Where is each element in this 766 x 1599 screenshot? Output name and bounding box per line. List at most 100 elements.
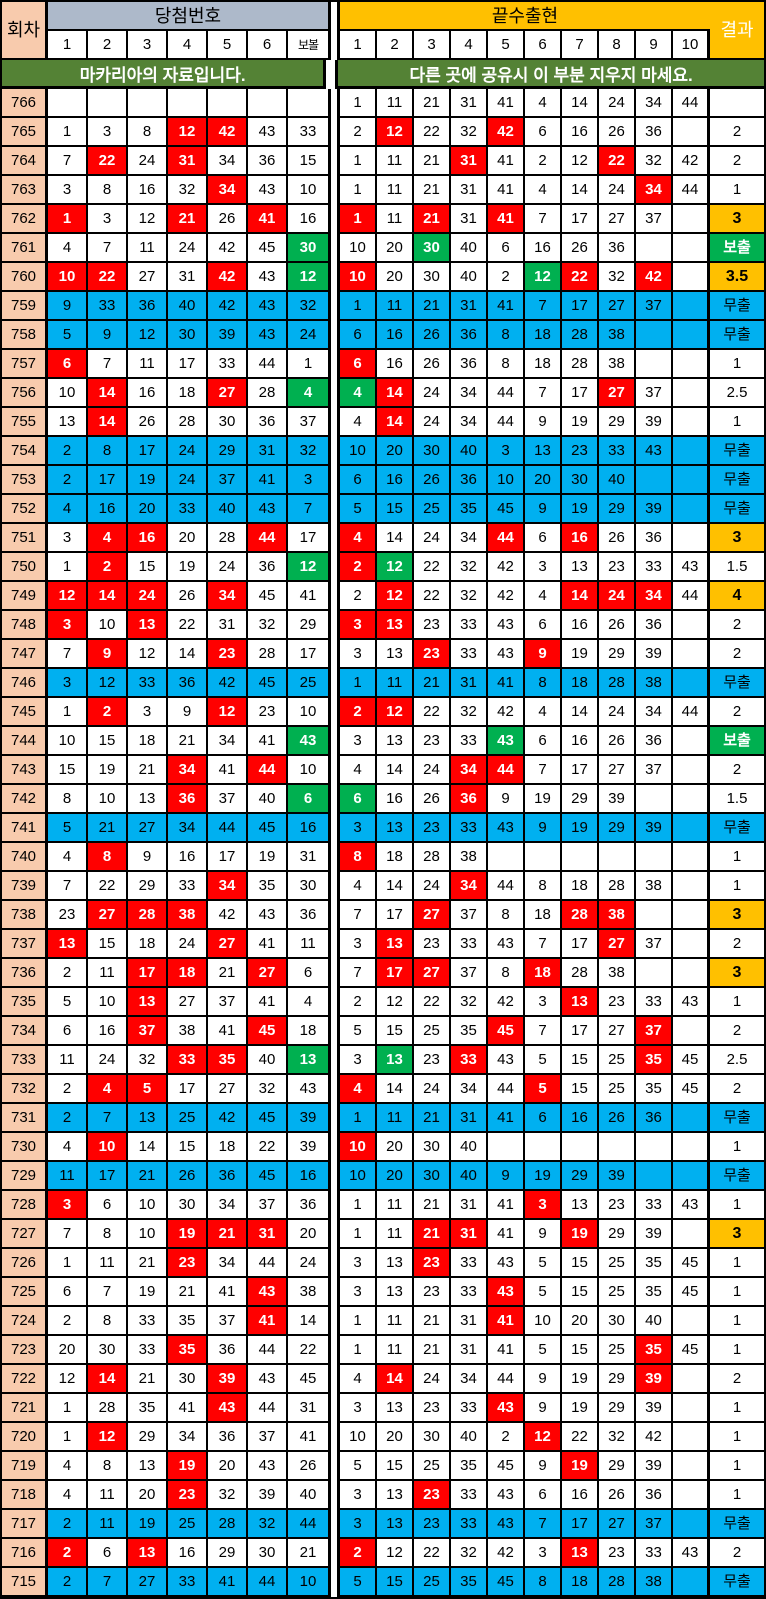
digit-cell: 11 <box>377 292 414 321</box>
digit-cell: 29 <box>599 1365 636 1394</box>
bonus-cell: 16 <box>288 1162 328 1191</box>
digit-cell: 1 <box>340 147 377 176</box>
winning-number-cell: 13 <box>128 611 168 640</box>
bonus-cell: 17 <box>288 524 328 553</box>
winning-number-cell: 37 <box>208 785 248 814</box>
winning-number-cell: 5 <box>48 321 88 350</box>
digit-cell: 27 <box>599 379 636 408</box>
digit-cell: 17 <box>562 1017 599 1046</box>
bonus-cell: 3 <box>288 466 328 495</box>
digit-cell: 24 <box>414 1365 451 1394</box>
digit-cell: 9 <box>525 640 562 669</box>
winning-number-cell: 9 <box>88 321 128 350</box>
winning-number-cell: 44 <box>208 814 248 843</box>
winning-number-cell: 21 <box>168 727 208 756</box>
digit-cell: 27 <box>599 1510 636 1539</box>
digit-cell: 38 <box>599 321 636 350</box>
digit-cell: 3 <box>340 727 377 756</box>
round-cell: 739 <box>2 872 48 901</box>
round-cell: 728 <box>2 1191 48 1220</box>
round-cell: 730 <box>2 1133 48 1162</box>
digit-cell: 36 <box>451 321 488 350</box>
bonus-cell: 26 <box>288 1452 328 1481</box>
round-cell: 717 <box>2 1510 48 1539</box>
winning-number-cell: 35 <box>208 1046 248 1075</box>
winning-number-cell: 19 <box>128 1278 168 1307</box>
digit-cell <box>599 843 636 872</box>
digit-cell: 17 <box>562 379 599 408</box>
table-row: 753 2 17 19 24 37 41 3 6 16 26 36 10 20 30 40 무출 <box>2 466 764 495</box>
bonus-cell: 10 <box>288 698 328 727</box>
digit-cell: 39 <box>636 640 673 669</box>
winning-number-cell: 4 <box>48 495 88 524</box>
digit-cell: 43 <box>673 988 710 1017</box>
digit-cell: 3 <box>525 1539 562 1568</box>
table-gap <box>328 901 340 930</box>
winning-number-cell: 37 <box>208 988 248 1017</box>
digit-cell: 10 <box>340 263 377 292</box>
winning-number-cell: 24 <box>208 553 248 582</box>
digit-cell: 5 <box>340 1017 377 1046</box>
digit-cell: 23 <box>599 553 636 582</box>
digit-cell: 24 <box>414 408 451 437</box>
winning-col-5: 5 <box>208 31 248 60</box>
digit-cell: 12 <box>562 147 599 176</box>
result-cell: 1 <box>710 1191 764 1220</box>
winning-number-cell: 34 <box>208 872 248 901</box>
digit-cell: 33 <box>636 1191 673 1220</box>
table-gap <box>328 234 340 263</box>
winning-number-cell: 9 <box>168 698 208 727</box>
digit-cell: 9 <box>488 1162 525 1191</box>
digit-cell: 30 <box>414 234 451 263</box>
digit-cell: 33 <box>451 640 488 669</box>
digit-cell: 26 <box>599 611 636 640</box>
table-gap <box>328 1452 340 1481</box>
winning-number-cell: 22 <box>168 611 208 640</box>
winning-number-cell: 7 <box>48 640 88 669</box>
winning-number-cell: 38 <box>168 1017 208 1046</box>
digit-cell: 39 <box>636 495 673 524</box>
digit-cell: 41 <box>488 1220 525 1249</box>
winning-number-cell: 32 <box>248 1075 288 1104</box>
winning-number-cell: 4 <box>48 234 88 263</box>
table-row: 732 2 4 5 17 27 32 43 4 14 24 34 44 5 15 25 35 45 2 <box>2 1075 764 1104</box>
winning-number-cell: 21 <box>128 1162 168 1191</box>
table-row: 740 4 8 9 16 17 19 31 8 18 28 38 1 <box>2 843 764 872</box>
digit-cell <box>673 234 710 263</box>
digit-cell: 31 <box>451 669 488 698</box>
digit-cell: 1 <box>340 1104 377 1133</box>
result-cell <box>710 89 764 118</box>
digit-cell: 31 <box>451 1220 488 1249</box>
winning-number-cell: 2 <box>48 1075 88 1104</box>
digit-cell: 21 <box>414 205 451 234</box>
digit-cell: 39 <box>636 408 673 437</box>
digit-cell: 34 <box>451 379 488 408</box>
digit-cell: 2 <box>488 1423 525 1452</box>
winning-number-cell: 27 <box>88 901 128 930</box>
result-cell: 1 <box>710 1278 764 1307</box>
result-cell: 1.5 <box>710 785 764 814</box>
digit-cell: 1 <box>340 1336 377 1365</box>
winning-number-cell <box>48 89 88 118</box>
winning-number-cell: 40 <box>248 785 288 814</box>
winning-number-cell: 24 <box>168 466 208 495</box>
winning-number-cell: 29 <box>128 872 168 901</box>
digit-cell: 21 <box>414 176 451 205</box>
bonus-cell: 18 <box>288 1017 328 1046</box>
winning-number-cell: 20 <box>48 1336 88 1365</box>
winning-number-cell <box>88 89 128 118</box>
table-row: 756 10 14 16 18 27 28 4 4 14 24 34 44 7 17 27 37 2.5 <box>2 379 764 408</box>
digit-cell: 15 <box>562 1046 599 1075</box>
round-cell: 716 <box>2 1539 48 1568</box>
winning-number-cell: 43 <box>248 495 288 524</box>
winning-number-cell: 11 <box>88 1481 128 1510</box>
digit-cell: 7 <box>525 930 562 959</box>
table-row: 715 2 7 27 33 41 44 10 5 15 25 35 45 8 18 28 38 무출 <box>2 1568 764 1597</box>
digit-cell: 39 <box>636 1394 673 1423</box>
digit-cell: 23 <box>414 611 451 640</box>
digit-cell: 14 <box>377 408 414 437</box>
winning-number-cell: 2 <box>48 959 88 988</box>
digit-cell: 13 <box>525 437 562 466</box>
digit-cell: 11 <box>377 1104 414 1133</box>
